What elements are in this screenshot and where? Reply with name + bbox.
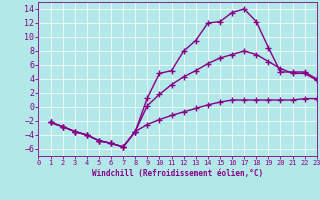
X-axis label: Windchill (Refroidissement éolien,°C): Windchill (Refroidissement éolien,°C) bbox=[92, 169, 263, 178]
